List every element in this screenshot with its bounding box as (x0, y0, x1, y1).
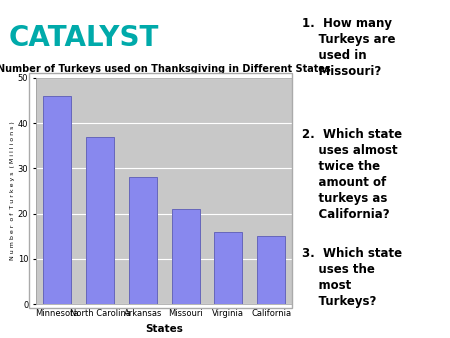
Y-axis label: N u m b e r  o f  T u r k e y s  ( M i l l i o n s ): N u m b e r o f T u r k e y s ( M i l l … (10, 122, 15, 260)
Bar (44, 96, 71, 304)
Text: 3.  Which state
    uses the
    most
    Turkeys?: 3. Which state uses the most Turkeys? (302, 247, 401, 308)
X-axis label: States: States (145, 323, 183, 334)
Bar (257, 236, 285, 304)
Bar (215, 232, 242, 304)
Text: 1.  How many
    Turkeys are
    used in
    Missouri?: 1. How many Turkeys are used in Missouri… (302, 17, 395, 78)
Title: Number of Turkeys used on Thanksgiving in Different States: Number of Turkeys used on Thanksgiving i… (0, 64, 331, 74)
Text: CATALYST: CATALYST (9, 24, 159, 52)
Bar (129, 177, 157, 304)
Bar (86, 137, 114, 304)
Bar (172, 209, 199, 304)
Text: 2.  Which state
    uses almost
    twice the
    amount of
    turkeys as
    C: 2. Which state uses almost twice the amo… (302, 128, 401, 221)
